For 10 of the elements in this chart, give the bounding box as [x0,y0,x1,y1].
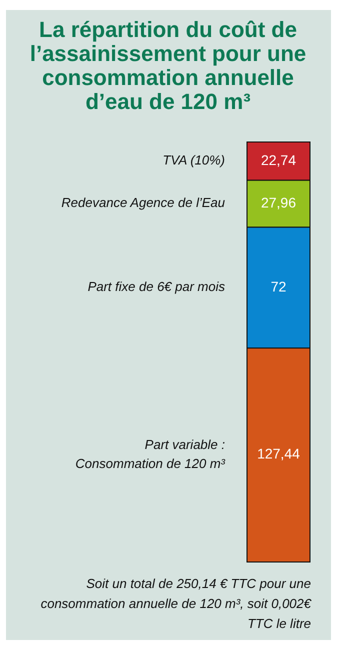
data-label: 127,44 [257,446,300,462]
data-label: 27,96 [260,194,296,210]
chart-title: La répartition du coût de l’assainissement pour une consommation annuelle d’eau de 120 m³ [30,17,306,114]
data-label: 72 [270,278,286,294]
series-label: Part fixe de 6€ par mois [88,279,226,294]
text: Soit un total de 250,14 € TTC pour une consommation annuelle de 120 m³, soit 0,002€ TTC le litre [40,576,312,631]
data-label: 22,74 [260,152,296,168]
series-label: Part variable : Consommation de 120 m³ [75,436,226,471]
series-label: TVA (10%) [162,152,225,168]
series-label: Redevance Agence de l’Eau [61,195,225,210]
